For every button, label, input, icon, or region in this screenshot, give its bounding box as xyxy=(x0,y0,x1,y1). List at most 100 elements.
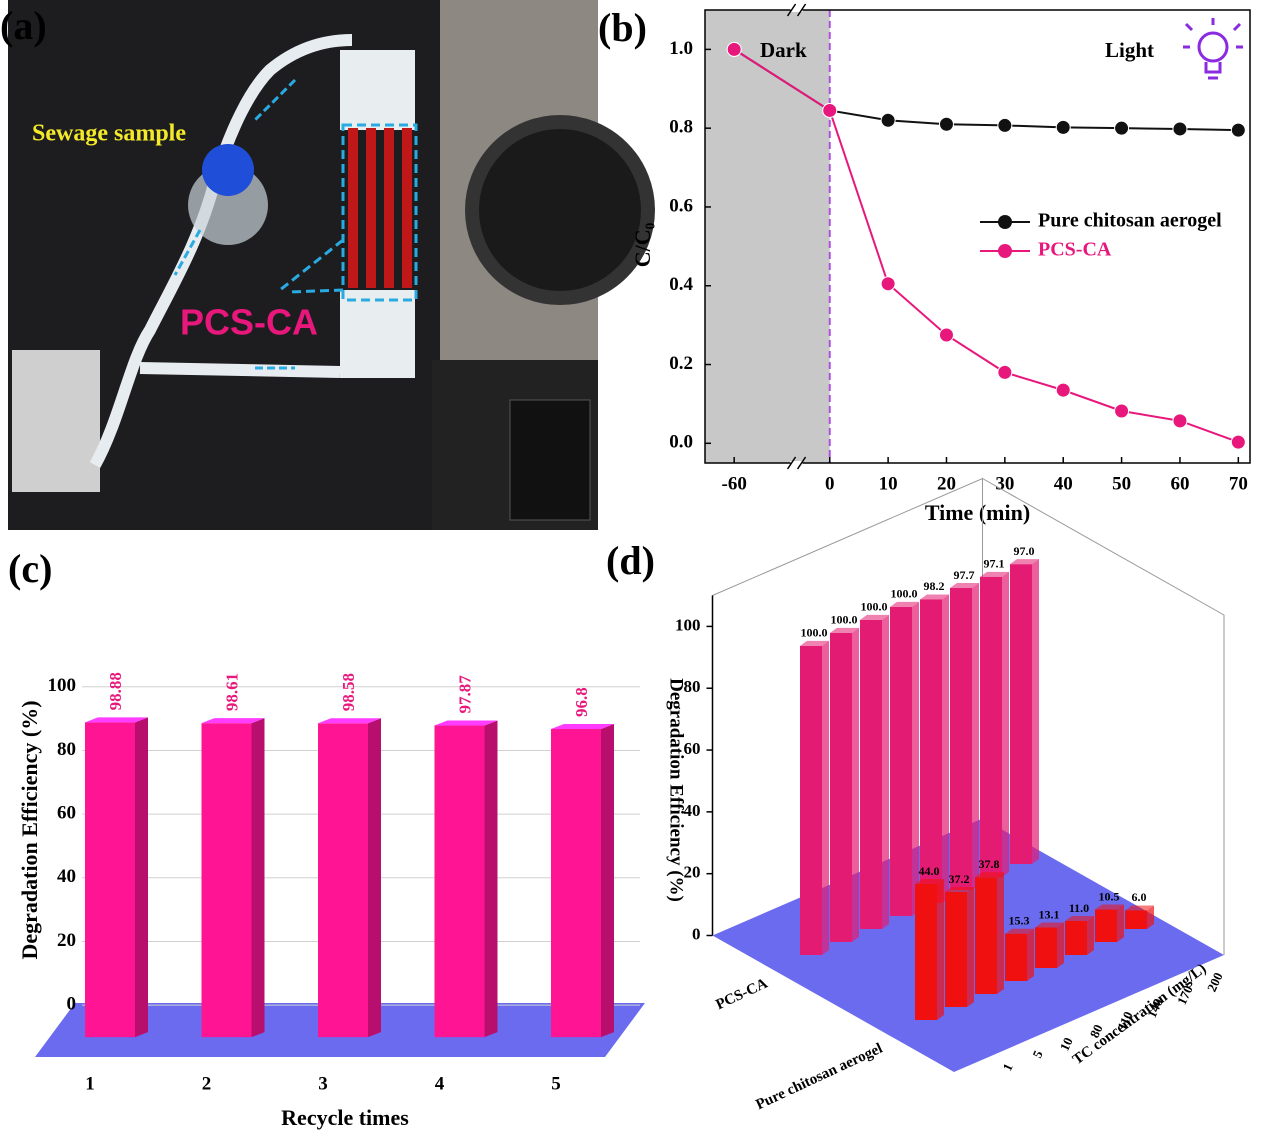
bar-front xyxy=(980,576,1002,877)
bar-side xyxy=(135,717,148,1038)
bar-top xyxy=(890,601,919,607)
annotation: Dark xyxy=(760,38,807,62)
y-tick-label: 1.0 xyxy=(669,38,693,59)
bar-side xyxy=(882,614,889,929)
bar-front xyxy=(1065,921,1087,955)
bar-side xyxy=(967,887,974,1007)
y-tick-label: 100 xyxy=(675,615,701,634)
bar-top xyxy=(434,720,498,726)
bulb-rays xyxy=(1183,18,1243,80)
data-point xyxy=(1114,403,1130,419)
flow-arrow xyxy=(173,78,297,370)
x-axis-label: Time (min) xyxy=(925,500,1030,525)
y-axis-label: C/C₀ xyxy=(630,222,655,267)
x-tick-label: 4 xyxy=(435,1073,445,1094)
y-axis-label: Degradation Efficiency (%) xyxy=(17,700,42,959)
x-tick-label: 5 xyxy=(551,1073,561,1094)
bar-side xyxy=(484,720,498,1038)
bar-side xyxy=(368,718,381,1038)
bar-top xyxy=(318,718,381,724)
y-tick-label: 80 xyxy=(57,739,76,760)
data-point xyxy=(1230,122,1246,138)
bar-top xyxy=(830,627,859,633)
data-point xyxy=(726,41,742,57)
highlight-pointer xyxy=(279,238,344,294)
bar-top xyxy=(1125,905,1154,911)
bar-top xyxy=(950,583,979,589)
value-label: 37.8 xyxy=(979,857,1000,871)
data-point xyxy=(1055,119,1071,135)
data-point xyxy=(880,276,896,292)
bar-front xyxy=(975,877,997,994)
axis-break xyxy=(786,3,807,17)
bar-side xyxy=(852,627,859,942)
x-tick-label: 140 xyxy=(1144,996,1166,1020)
x-tick-label: 40 xyxy=(1054,473,1073,494)
value-label: 96.8 xyxy=(572,687,591,717)
bar-top xyxy=(1005,928,1034,934)
bar-side xyxy=(1087,916,1094,955)
annotation: Light xyxy=(1105,38,1154,62)
photo-column xyxy=(348,128,358,288)
bar-front xyxy=(551,728,601,1038)
bar-front xyxy=(945,892,967,1007)
bar-top xyxy=(800,640,829,646)
data-point xyxy=(822,102,838,118)
photo-annotation: PCS-CA xyxy=(180,302,318,343)
data-point xyxy=(1172,413,1188,429)
y-tick-label: 40 xyxy=(57,866,76,887)
x-tick-label: 200 xyxy=(1204,970,1226,994)
bar-front xyxy=(201,723,252,1038)
bar-top xyxy=(975,872,1004,878)
x-tick-label: 110 xyxy=(1114,1009,1136,1032)
data-point xyxy=(1114,120,1130,136)
bar-top xyxy=(945,887,974,893)
x-tick-label: 80 xyxy=(1087,1022,1106,1040)
bar-front xyxy=(1005,933,1027,981)
data-point xyxy=(997,364,1013,380)
value-label: 98.88 xyxy=(106,672,125,710)
value-label: 100.0 xyxy=(891,587,918,601)
bar-side xyxy=(1002,571,1009,877)
panel-label: (d) xyxy=(606,538,655,583)
bar-front xyxy=(1010,564,1032,864)
x-tick-label: 20 xyxy=(937,473,956,494)
panel-label: (b) xyxy=(598,5,647,50)
data-point xyxy=(1230,434,1246,450)
value-label: 37.2 xyxy=(949,872,970,886)
value-label: 97.87 xyxy=(455,675,474,714)
axis-break-gap xyxy=(790,8,803,12)
legend-label: PCS-CA xyxy=(1038,239,1112,261)
photo-connector xyxy=(340,290,415,378)
bar-side xyxy=(1147,905,1154,929)
bar-top xyxy=(1095,904,1124,910)
bar-side xyxy=(972,583,979,890)
value-label: 98.61 xyxy=(222,673,241,711)
photo-column xyxy=(384,128,394,288)
bar-side xyxy=(251,718,265,1038)
value-label: 98.58 xyxy=(339,673,358,711)
value-label: 10.5 xyxy=(1099,889,1120,903)
x-tick-label: 50 xyxy=(1112,473,1131,494)
x-tick-label: 0 xyxy=(825,473,835,494)
x-tick-label: 2 xyxy=(202,1073,212,1094)
bar-side xyxy=(822,640,829,955)
y-tick-label: 0.6 xyxy=(669,195,693,216)
x-tick-label: -60 xyxy=(722,473,747,494)
y-tick-label: 80 xyxy=(684,677,701,696)
bar-top xyxy=(980,571,1009,577)
x-tick-label: 3 xyxy=(318,1073,328,1094)
bar-front xyxy=(318,723,368,1038)
bar-front xyxy=(915,884,937,1020)
data-point xyxy=(938,327,954,343)
value-label: 97.7 xyxy=(954,568,975,582)
y-tick-label: 0.0 xyxy=(669,432,693,453)
bar-side xyxy=(912,601,919,916)
value-label: 100.0 xyxy=(861,600,888,614)
bar-top xyxy=(551,723,614,729)
y-tick-label: 0.4 xyxy=(669,274,693,295)
photo-connector xyxy=(340,50,415,130)
value-label: 97.1 xyxy=(984,557,1005,571)
bulb-icon xyxy=(1183,18,1243,80)
x-tick-label: 10 xyxy=(1057,1035,1076,1053)
